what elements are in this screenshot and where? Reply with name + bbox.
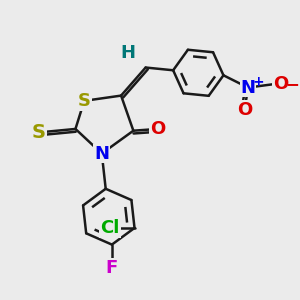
Text: N: N (94, 145, 109, 163)
Text: Cl: Cl (100, 219, 120, 237)
Text: N: N (241, 79, 256, 97)
Text: +: + (252, 75, 264, 89)
Text: O: O (273, 75, 288, 93)
Text: S: S (78, 92, 91, 110)
Text: H: H (121, 44, 136, 62)
Text: O: O (237, 101, 252, 119)
Text: −: − (286, 75, 299, 93)
Text: S: S (32, 123, 46, 142)
Text: F: F (106, 259, 118, 277)
Text: O: O (150, 120, 166, 138)
